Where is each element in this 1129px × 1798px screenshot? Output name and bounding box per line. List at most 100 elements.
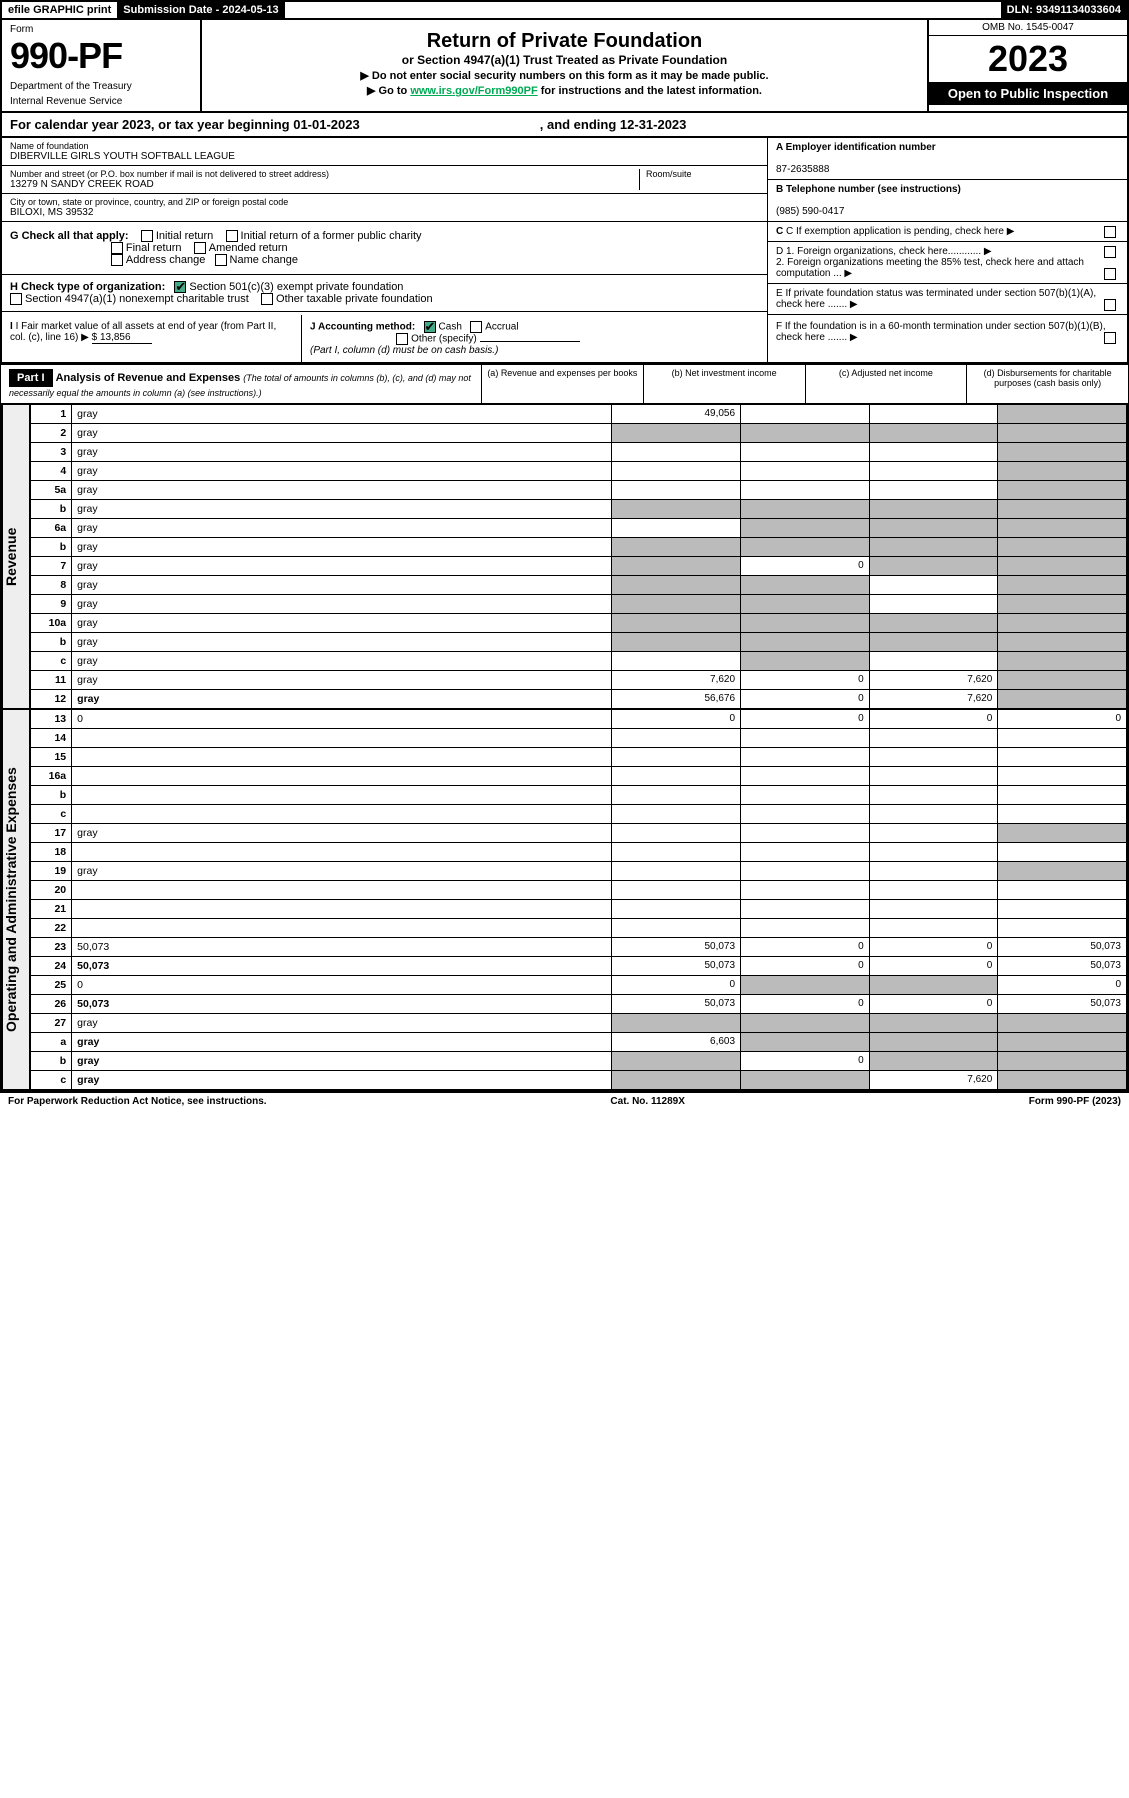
- cell-value: [612, 843, 741, 862]
- line-number: c: [31, 652, 72, 671]
- form-header: Form 990-PF Department of the Treasury I…: [0, 20, 1129, 113]
- cell-gray: [869, 976, 998, 995]
- final-return-checkbox[interactable]: [111, 242, 123, 254]
- line-number: b: [31, 538, 72, 557]
- form990pf-link[interactable]: www.irs.gov/Form990PF: [410, 85, 537, 97]
- cell-value: [741, 919, 870, 938]
- line-desc: gray: [72, 538, 612, 557]
- cell-gray: [998, 424, 1127, 443]
- line-number: 10a: [31, 614, 72, 633]
- table-row: bgray: [31, 633, 1127, 652]
- submission-seg: Submission Date - 2024-05-13: [117, 2, 284, 18]
- 501c3-checkbox[interactable]: [174, 281, 186, 293]
- cell-value: 50,073: [998, 957, 1127, 976]
- i-section: I I Fair market value of all assets at e…: [2, 315, 302, 362]
- cell-value: [741, 824, 870, 843]
- cell-value: [741, 843, 870, 862]
- cell-gray: [998, 1052, 1127, 1071]
- other-taxable-checkbox[interactable]: [261, 293, 273, 305]
- line-desc: gray: [72, 1033, 612, 1052]
- accrual-checkbox[interactable]: [470, 321, 482, 333]
- cell-value: [612, 462, 741, 481]
- line-desc: 50,073: [72, 995, 612, 1014]
- other-method-checkbox[interactable]: [396, 333, 408, 345]
- cell-value: [741, 767, 870, 786]
- cell-gray: [869, 519, 998, 538]
- cell-value: 0: [741, 690, 870, 709]
- table-row: 11gray7,62007,620: [31, 671, 1127, 690]
- table-row: 20: [31, 881, 1127, 900]
- line-desc: gray: [72, 462, 612, 481]
- line-number: 24: [31, 957, 72, 976]
- line-number: 4: [31, 462, 72, 481]
- col-d-header: (d) Disbursements for charitable purpose…: [966, 365, 1128, 403]
- cell-value: [741, 729, 870, 748]
- cell-value: [612, 748, 741, 767]
- cell-value: [741, 805, 870, 824]
- phone-row: B Telephone number (see instructions) (9…: [768, 180, 1127, 222]
- col-a-header: (a) Revenue and expenses per books: [481, 365, 643, 403]
- line-desc: gray: [72, 614, 612, 633]
- table-row: 4gray: [31, 462, 1127, 481]
- table-row: 6agray: [31, 519, 1127, 538]
- cell-gray: [998, 652, 1127, 671]
- cell-gray: [998, 862, 1127, 881]
- cell-value: 0: [869, 957, 998, 976]
- line-number: b: [31, 786, 72, 805]
- line-desc: [72, 900, 612, 919]
- cell-gray: [998, 443, 1127, 462]
- table-row: 8gray: [31, 576, 1127, 595]
- cell-value: [998, 843, 1127, 862]
- revenue-section: Revenue 1gray49,0562gray3gray4gray5agray…: [0, 404, 1129, 709]
- table-row: 1300000: [31, 710, 1127, 729]
- page-footer: For Paperwork Reduction Act Notice, see …: [0, 1092, 1129, 1110]
- line-number: 11: [31, 671, 72, 690]
- line-number: 9: [31, 595, 72, 614]
- cell-value: [869, 843, 998, 862]
- table-row: 2gray: [31, 424, 1127, 443]
- line-desc: [72, 843, 612, 862]
- initial-former-checkbox[interactable]: [226, 230, 238, 242]
- cell-value: [612, 767, 741, 786]
- cash-checkbox[interactable]: [424, 321, 436, 333]
- cell-value: 0: [741, 995, 870, 1014]
- exemption-pending-checkbox[interactable]: [1104, 226, 1116, 238]
- line-number: c: [31, 805, 72, 824]
- line-desc: gray: [72, 652, 612, 671]
- table-row: 17gray: [31, 824, 1127, 843]
- table-row: bgray: [31, 500, 1127, 519]
- initial-return-checkbox[interactable]: [141, 230, 153, 242]
- line-desc: gray: [72, 557, 612, 576]
- address-change-checkbox[interactable]: [111, 254, 123, 266]
- g-row: G Check all that apply: Initial return I…: [2, 222, 767, 275]
- cell-gray: [998, 500, 1127, 519]
- line-number: 15: [31, 748, 72, 767]
- foreign-85-checkbox[interactable]: [1104, 268, 1116, 280]
- line-desc: gray: [72, 519, 612, 538]
- name-change-checkbox[interactable]: [215, 254, 227, 266]
- line-number: 21: [31, 900, 72, 919]
- 60month-checkbox[interactable]: [1104, 332, 1116, 344]
- cell-value: 6,603: [612, 1033, 741, 1052]
- cell-value: 0: [741, 957, 870, 976]
- cell-value: [612, 729, 741, 748]
- cell-gray: [741, 519, 870, 538]
- cell-value: 0: [612, 710, 741, 729]
- status-terminated-checkbox[interactable]: [1104, 299, 1116, 311]
- cell-gray: [741, 976, 870, 995]
- 4947a1-checkbox[interactable]: [10, 293, 22, 305]
- cell-value: 7,620: [869, 690, 998, 709]
- table-row: 10agray: [31, 614, 1127, 633]
- cell-value: [741, 862, 870, 881]
- line-desc: gray: [72, 824, 612, 843]
- line-number: 2: [31, 424, 72, 443]
- cell-gray: [998, 538, 1127, 557]
- line-number: 12: [31, 690, 72, 709]
- line-desc: [72, 748, 612, 767]
- part1-header: Part I Analysis of Revenue and Expenses …: [0, 364, 1129, 404]
- table-row: bgray0: [31, 1052, 1127, 1071]
- amended-return-checkbox[interactable]: [194, 242, 206, 254]
- cell-gray: [741, 595, 870, 614]
- cell-value: [869, 748, 998, 767]
- foreign-org-checkbox[interactable]: [1104, 246, 1116, 258]
